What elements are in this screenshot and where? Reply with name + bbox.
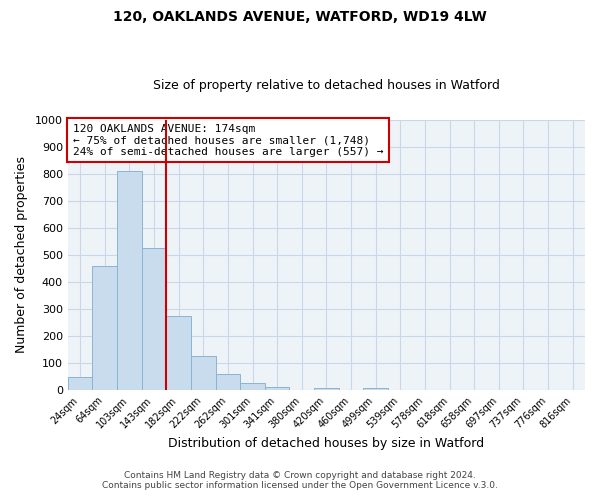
Y-axis label: Number of detached properties: Number of detached properties [15, 156, 28, 354]
X-axis label: Distribution of detached houses by size in Watford: Distribution of detached houses by size … [169, 437, 484, 450]
Text: 120, OAKLANDS AVENUE, WATFORD, WD19 4LW: 120, OAKLANDS AVENUE, WATFORD, WD19 4LW [113, 10, 487, 24]
Text: 120 OAKLANDS AVENUE: 174sqm
← 75% of detached houses are smaller (1,748)
24% of : 120 OAKLANDS AVENUE: 174sqm ← 75% of det… [73, 124, 383, 157]
Bar [364, 388, 388, 390]
Text: Contains HM Land Registry data © Crown copyright and database right 2024.
Contai: Contains HM Land Registry data © Crown c… [102, 470, 498, 490]
Bar [142, 248, 166, 390]
Bar [265, 387, 289, 390]
Bar [191, 356, 215, 390]
Bar [68, 378, 92, 390]
Title: Size of property relative to detached houses in Watford: Size of property relative to detached ho… [153, 79, 500, 92]
Bar [240, 384, 265, 390]
Bar [166, 316, 191, 390]
Bar [117, 171, 142, 390]
Bar [92, 266, 117, 390]
Bar [215, 374, 240, 390]
Bar [314, 388, 339, 390]
